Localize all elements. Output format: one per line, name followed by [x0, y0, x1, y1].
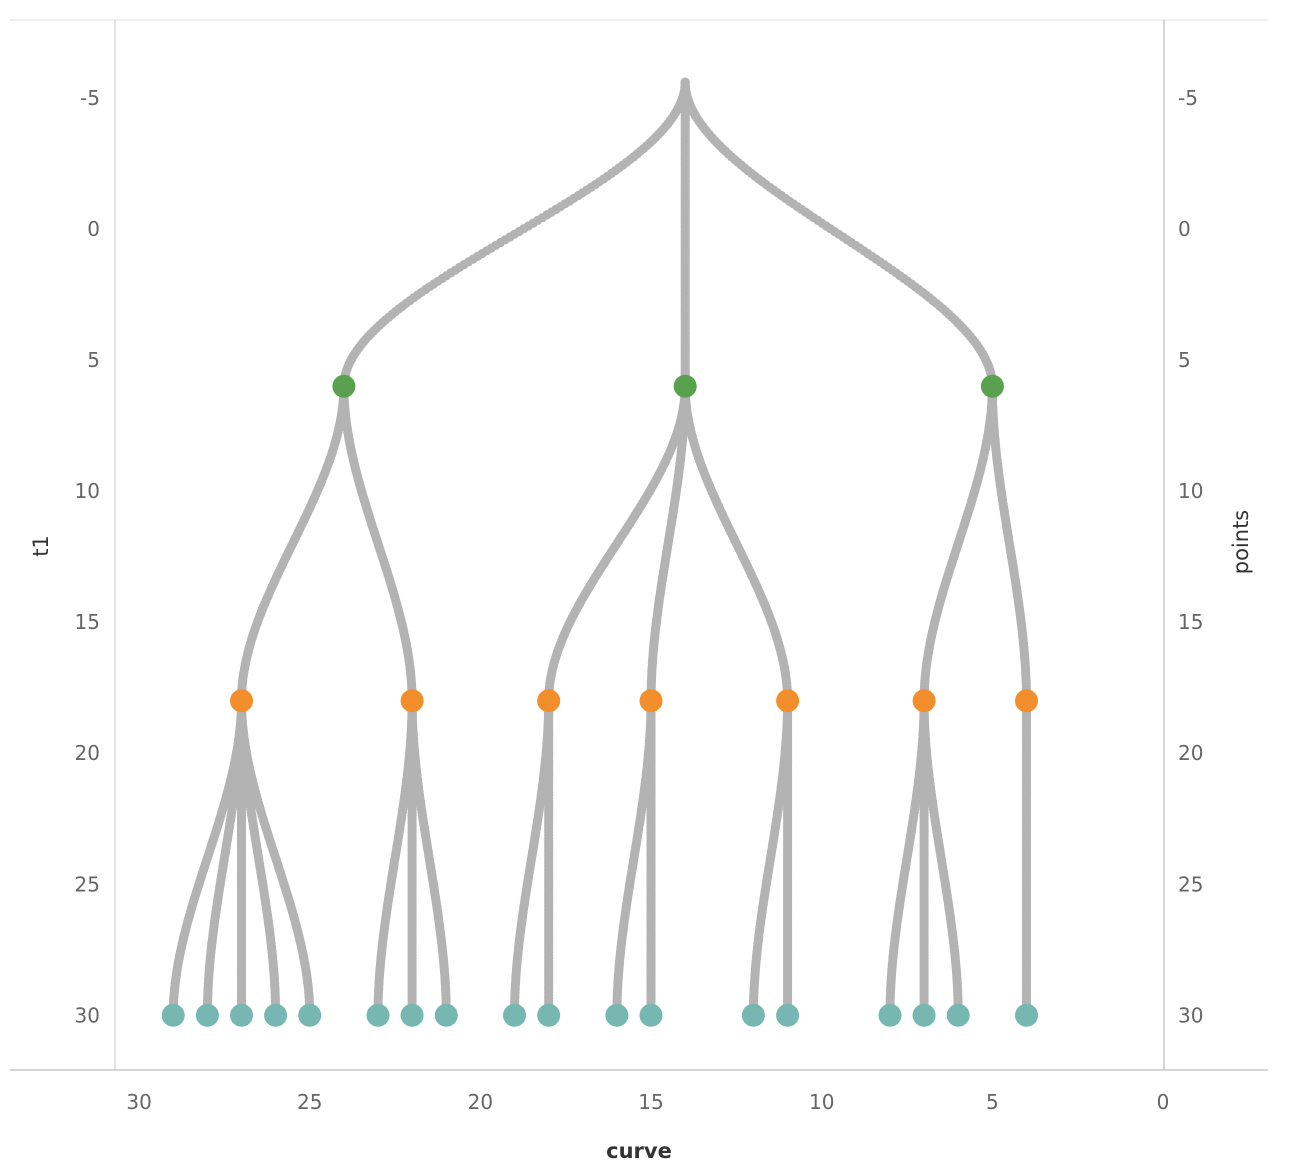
leaf-node-8: [503, 1003, 526, 1027]
level2-node-1: [400, 689, 424, 713]
leaf-node-14: [878, 1003, 902, 1027]
y-tick-label-right: 10: [1178, 479, 1203, 503]
leaf-node-2: [230, 1003, 253, 1027]
y-tick-label-left: 30: [75, 1003, 100, 1027]
y-tick-label-left: -5: [80, 86, 100, 110]
branch-l2-to-leaf-16: [919, 696, 963, 1020]
leaf-node-12: [741, 1003, 765, 1027]
branch-root-to-l1-1: [680, 77, 690, 391]
leaf-node-10: [605, 1003, 629, 1027]
branch-l1-to-l2-0: [236, 381, 349, 706]
branch-l2-to-leaf-11: [646, 696, 656, 1020]
branch-l2-to-leaf-7: [407, 696, 451, 1020]
leaf-node-15: [912, 1003, 936, 1027]
branch-l2-to-leaf-0: [168, 696, 247, 1020]
leaf-node-1: [195, 1003, 219, 1027]
branch-l2-to-leaf-17: [1021, 696, 1032, 1020]
y-tick-label-right: -5: [1178, 86, 1198, 110]
leaf-node-16: [946, 1003, 970, 1027]
level1-node-1: [673, 374, 697, 398]
branch-root-to-l1-2: [680, 77, 998, 391]
level1-node-2: [980, 374, 1004, 398]
leaf-node-9: [537, 1003, 561, 1027]
y-tick-label-left: 15: [75, 610, 100, 634]
leaf-node-3: [264, 1003, 288, 1027]
leaf-node-7: [434, 1003, 458, 1027]
level2-node-5: [912, 689, 936, 713]
leaf-node-13: [776, 1003, 800, 1027]
y-tick-label-left: 5: [87, 348, 100, 372]
x-tick-label: 20: [468, 1090, 493, 1114]
y-axis-right-ticks: -5 0 5 10 15 20 25 30: [1178, 86, 1203, 1027]
branch-l2-to-leaf-9: [544, 696, 554, 1020]
leaf-node-17: [1015, 1003, 1038, 1027]
leaf-node-11: [639, 1003, 663, 1027]
leaf-node-4: [298, 1003, 322, 1027]
y-tick-label-left: 25: [75, 872, 100, 896]
branch-l2-to-leaf-13: [783, 696, 793, 1020]
leaf-node-5: [366, 1003, 390, 1027]
level2-node-0: [230, 689, 253, 713]
level1-node-0: [332, 374, 356, 398]
y-axis-left-ticks: -5 0 5 10 15 20 25 30: [75, 86, 100, 1027]
y-tick-label-right: 0: [1178, 217, 1191, 241]
x-axis-ticks: 30 25 20 15 10 5 0: [126, 1090, 1169, 1114]
y-tick-label-right: 30: [1178, 1003, 1203, 1027]
branch-l1-to-l2-4: [680, 381, 793, 706]
tree-nodes: [161, 374, 1038, 1027]
branch-l1-to-l2-1: [339, 381, 417, 706]
y-axis-title-right: points: [1229, 510, 1253, 575]
level2-node-3: [639, 689, 663, 713]
branch-l1-to-l2-5: [919, 381, 998, 706]
y-axis-title-left: t1: [29, 535, 53, 557]
branch-root-to-l1-0: [339, 77, 690, 391]
x-tick-label: 5: [986, 1090, 999, 1114]
x-tick-label: 25: [297, 1090, 322, 1114]
leaf-node-0: [161, 1003, 185, 1027]
y-tick-label-right: 25: [1178, 872, 1203, 896]
branch-paths: [168, 77, 1032, 1020]
y-tick-label-left: 0: [87, 217, 100, 241]
y-tick-label-right: 20: [1178, 741, 1203, 765]
level2-node-4: [776, 689, 800, 713]
x-tick-label: 15: [638, 1090, 663, 1114]
level2-node-2: [537, 689, 561, 713]
x-axis-title: curve: [606, 1139, 672, 1163]
leaf-node-6: [400, 1003, 424, 1027]
x-tick-label: 0: [1157, 1090, 1170, 1114]
level2-node-6: [1015, 689, 1038, 713]
x-tick-label: 10: [809, 1090, 834, 1114]
y-tick-label-left: 10: [75, 479, 100, 503]
branch-l1-to-l2-3: [646, 381, 690, 706]
y-tick-label-right: 5: [1178, 348, 1191, 372]
branch-l1-to-l2-6: [987, 381, 1032, 706]
y-tick-label-right: 15: [1178, 610, 1203, 634]
y-tick-label-left: 20: [75, 741, 100, 765]
branch-l2-to-leaf-4: [236, 696, 315, 1020]
branch-l2-to-leaf-3: [236, 696, 281, 1020]
x-tick-label: 30: [126, 1090, 151, 1114]
